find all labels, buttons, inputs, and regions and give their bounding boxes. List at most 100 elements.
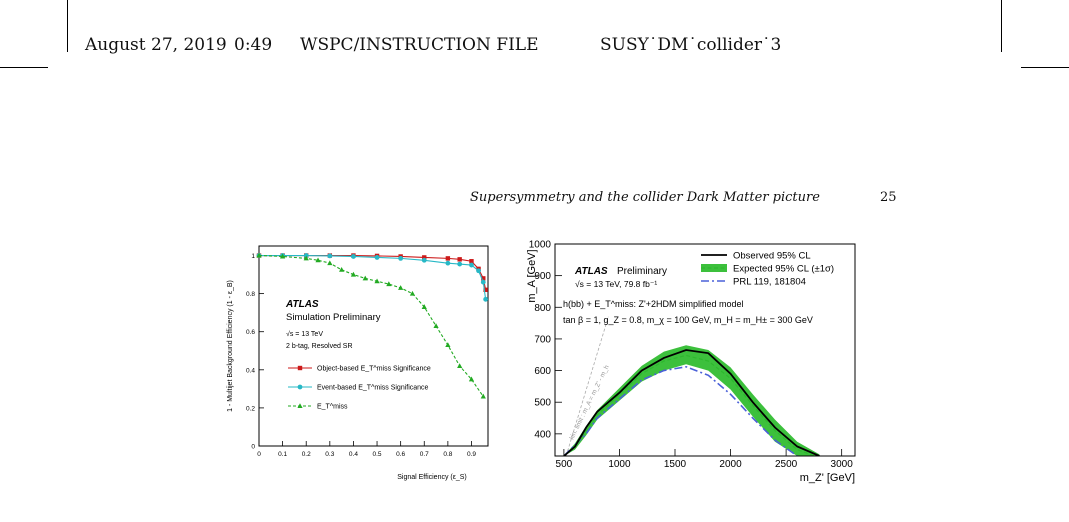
exclusion-chart-svg: 500 1000 1500 2000 2500 3000 400 500 600 700 800 90… xyxy=(526,240,856,484)
exclusion-y-tick-label: 500 xyxy=(534,398,551,409)
exclusion-y-tick-label: 400 xyxy=(534,429,551,440)
exclusion-legend-label: Observed 95% CL xyxy=(733,251,811,262)
exclusion-series-line-2 xyxy=(563,354,817,456)
crop-mark-left xyxy=(0,67,48,68)
page-number: 25 xyxy=(880,190,897,205)
roc-point-circle xyxy=(476,268,481,274)
roc-x-tick-label: 0.3 xyxy=(325,451,334,458)
roc-point-circle xyxy=(480,279,486,285)
header-time: 0:49 xyxy=(234,35,273,55)
roc-point-triangle xyxy=(480,393,486,399)
roc-point-circle xyxy=(303,253,309,258)
roc-point-triangle xyxy=(303,255,309,261)
roc-x-tick-label: 0.1 xyxy=(278,451,287,458)
roc-point-triangle xyxy=(350,271,357,277)
exclusion-y-axis-label: m_A [GeV] xyxy=(526,249,538,302)
roc-legend-marker xyxy=(297,403,303,408)
exclusion-model-label: h(bb) + E_T^miss: Z'+2HDM simplified mod… xyxy=(563,299,744,309)
roc-point-circle xyxy=(374,255,380,260)
roc-point-triangle xyxy=(468,376,475,382)
roc-y-tick-label: 0.6 xyxy=(246,329,255,336)
figure-roc-curve: 1 - Multijet Background Efficiency (1 - … xyxy=(222,230,502,485)
exclusion-x-tick-label: 3000 xyxy=(831,459,854,470)
roc-y-tick-label: 0.8 xyxy=(246,291,255,298)
exclusion-atlas-label: ATLAS xyxy=(574,266,608,277)
roc-x-axis-label: Signal Efficiency (ε_S) xyxy=(397,474,467,481)
exclusion-x-tick-label: 2000 xyxy=(719,459,742,470)
kinematic-limit-line xyxy=(565,316,609,456)
roc-point-triangle xyxy=(421,304,427,309)
roc-x-tick-label: 0.9 xyxy=(467,451,476,458)
roc-point-circle xyxy=(445,260,451,266)
roc-point-triangle xyxy=(445,342,451,348)
roc-y-axis-label: 1 - Multijet Background Efficiency (1 - … xyxy=(227,280,234,412)
crop-mark-right xyxy=(1021,67,1069,68)
roc-atlas-label: ATLAS xyxy=(285,299,319,310)
header-right-rule xyxy=(1001,0,1002,52)
roc-point-triangle xyxy=(256,252,262,258)
roc-point-triangle xyxy=(457,363,463,368)
figure-exclusion-limit: 500 1000 1500 2000 2500 3000 400 500 600 700 800 90… xyxy=(505,232,865,487)
exclusion-y-tick-label: 800 xyxy=(534,303,551,314)
roc-point-square xyxy=(481,276,486,281)
running-head-title: Supersymmetry and the collider Dark Matt… xyxy=(470,190,820,205)
roc-series-line-2 xyxy=(259,254,487,300)
roc-point-triangle xyxy=(409,290,416,296)
roc-legend-label: Object-based E_T^miss Significance xyxy=(317,366,431,373)
exclusion-x-tick-label: 2500 xyxy=(775,459,798,470)
roc-selection-label: 2 b-tag, Resolved SR xyxy=(286,343,353,350)
exclusion-x-tick-label: 500 xyxy=(556,459,573,470)
roc-point-triangle xyxy=(398,285,404,290)
roc-point-triangle xyxy=(339,267,345,272)
roc-x-tick-label: 0.6 xyxy=(396,451,405,458)
roc-point-circle xyxy=(483,296,489,302)
roc-y-tick-label: 0 xyxy=(251,444,255,451)
roc-x-tick-label: 0 xyxy=(257,451,261,458)
exclusion-y-tick-label: 700 xyxy=(534,334,551,345)
exclusion-y-tick-label: 600 xyxy=(534,366,551,377)
exclusion-plot-frame xyxy=(554,243,856,457)
roc-x-tick-label: 0.5 xyxy=(373,451,382,458)
roc-legend-marker xyxy=(297,384,303,390)
roc-chart-svg: 1 - Multijet Background Efficiency (1 - … xyxy=(227,245,489,481)
roc-series-line-3 xyxy=(258,254,484,397)
exclusion-y-tick-label: 1000 xyxy=(529,240,552,251)
roc-point-triangle xyxy=(280,253,286,259)
header-filename: SUSY˙DM˙collider˙3 xyxy=(600,35,782,55)
roc-legend-marker xyxy=(297,365,303,371)
roc-status-label: Simulation Preliminary xyxy=(286,312,381,323)
roc-point-triangle xyxy=(362,275,368,281)
header-date: August 27, 2019 xyxy=(85,35,227,55)
roc-point-triangle xyxy=(315,257,321,263)
exclusion-params-label: tan β = 1, g_Z = 0.8, m_χ = 100 GeV, m_H… xyxy=(563,315,813,325)
exclusion-x-tick-label: 1500 xyxy=(664,459,687,470)
roc-series-line-1 xyxy=(259,254,487,290)
roc-point-triangle xyxy=(327,260,333,266)
roc-point-circle xyxy=(457,261,463,267)
roc-point-square xyxy=(422,255,427,260)
roc-y-tick-label: 1 xyxy=(251,253,255,260)
exclusion-energy-label: √s = 13 TeV, 79.8 fb⁻¹ xyxy=(575,279,657,289)
roc-point-circle xyxy=(398,255,404,261)
roc-energy-label: √s = 13 TeV xyxy=(286,330,323,338)
exclusion-status-label: Preliminary xyxy=(617,266,667,277)
page-footer-area xyxy=(0,498,1069,518)
roc-point-circle xyxy=(421,257,427,263)
roc-point-square xyxy=(445,256,451,261)
roc-point-square xyxy=(469,259,474,264)
exclusion-series-line-3 xyxy=(563,365,798,456)
exclusion-y-tick-label: 900 xyxy=(534,271,551,282)
exclusion-series-line-1 xyxy=(563,349,820,456)
roc-y-tick-label: 0.4 xyxy=(246,367,255,374)
roc-point-triangle xyxy=(386,281,392,287)
roc-x-tick-label: 0.2 xyxy=(302,451,311,458)
roc-point-triangle xyxy=(374,278,380,284)
roc-point-circle xyxy=(469,262,474,268)
roc-x-tick-label: 0.7 xyxy=(420,451,429,458)
header-left-rule xyxy=(67,0,68,52)
roc-legend-label: Event-based E_T^miss Significance xyxy=(317,385,429,392)
roc-point-circle xyxy=(351,254,356,259)
roc-x-tick-label: 0.4 xyxy=(349,451,358,458)
roc-y-tick-label: 0.2 xyxy=(246,405,255,412)
exclusion-x-axis-label: m_Z' [GeV] xyxy=(800,472,855,484)
